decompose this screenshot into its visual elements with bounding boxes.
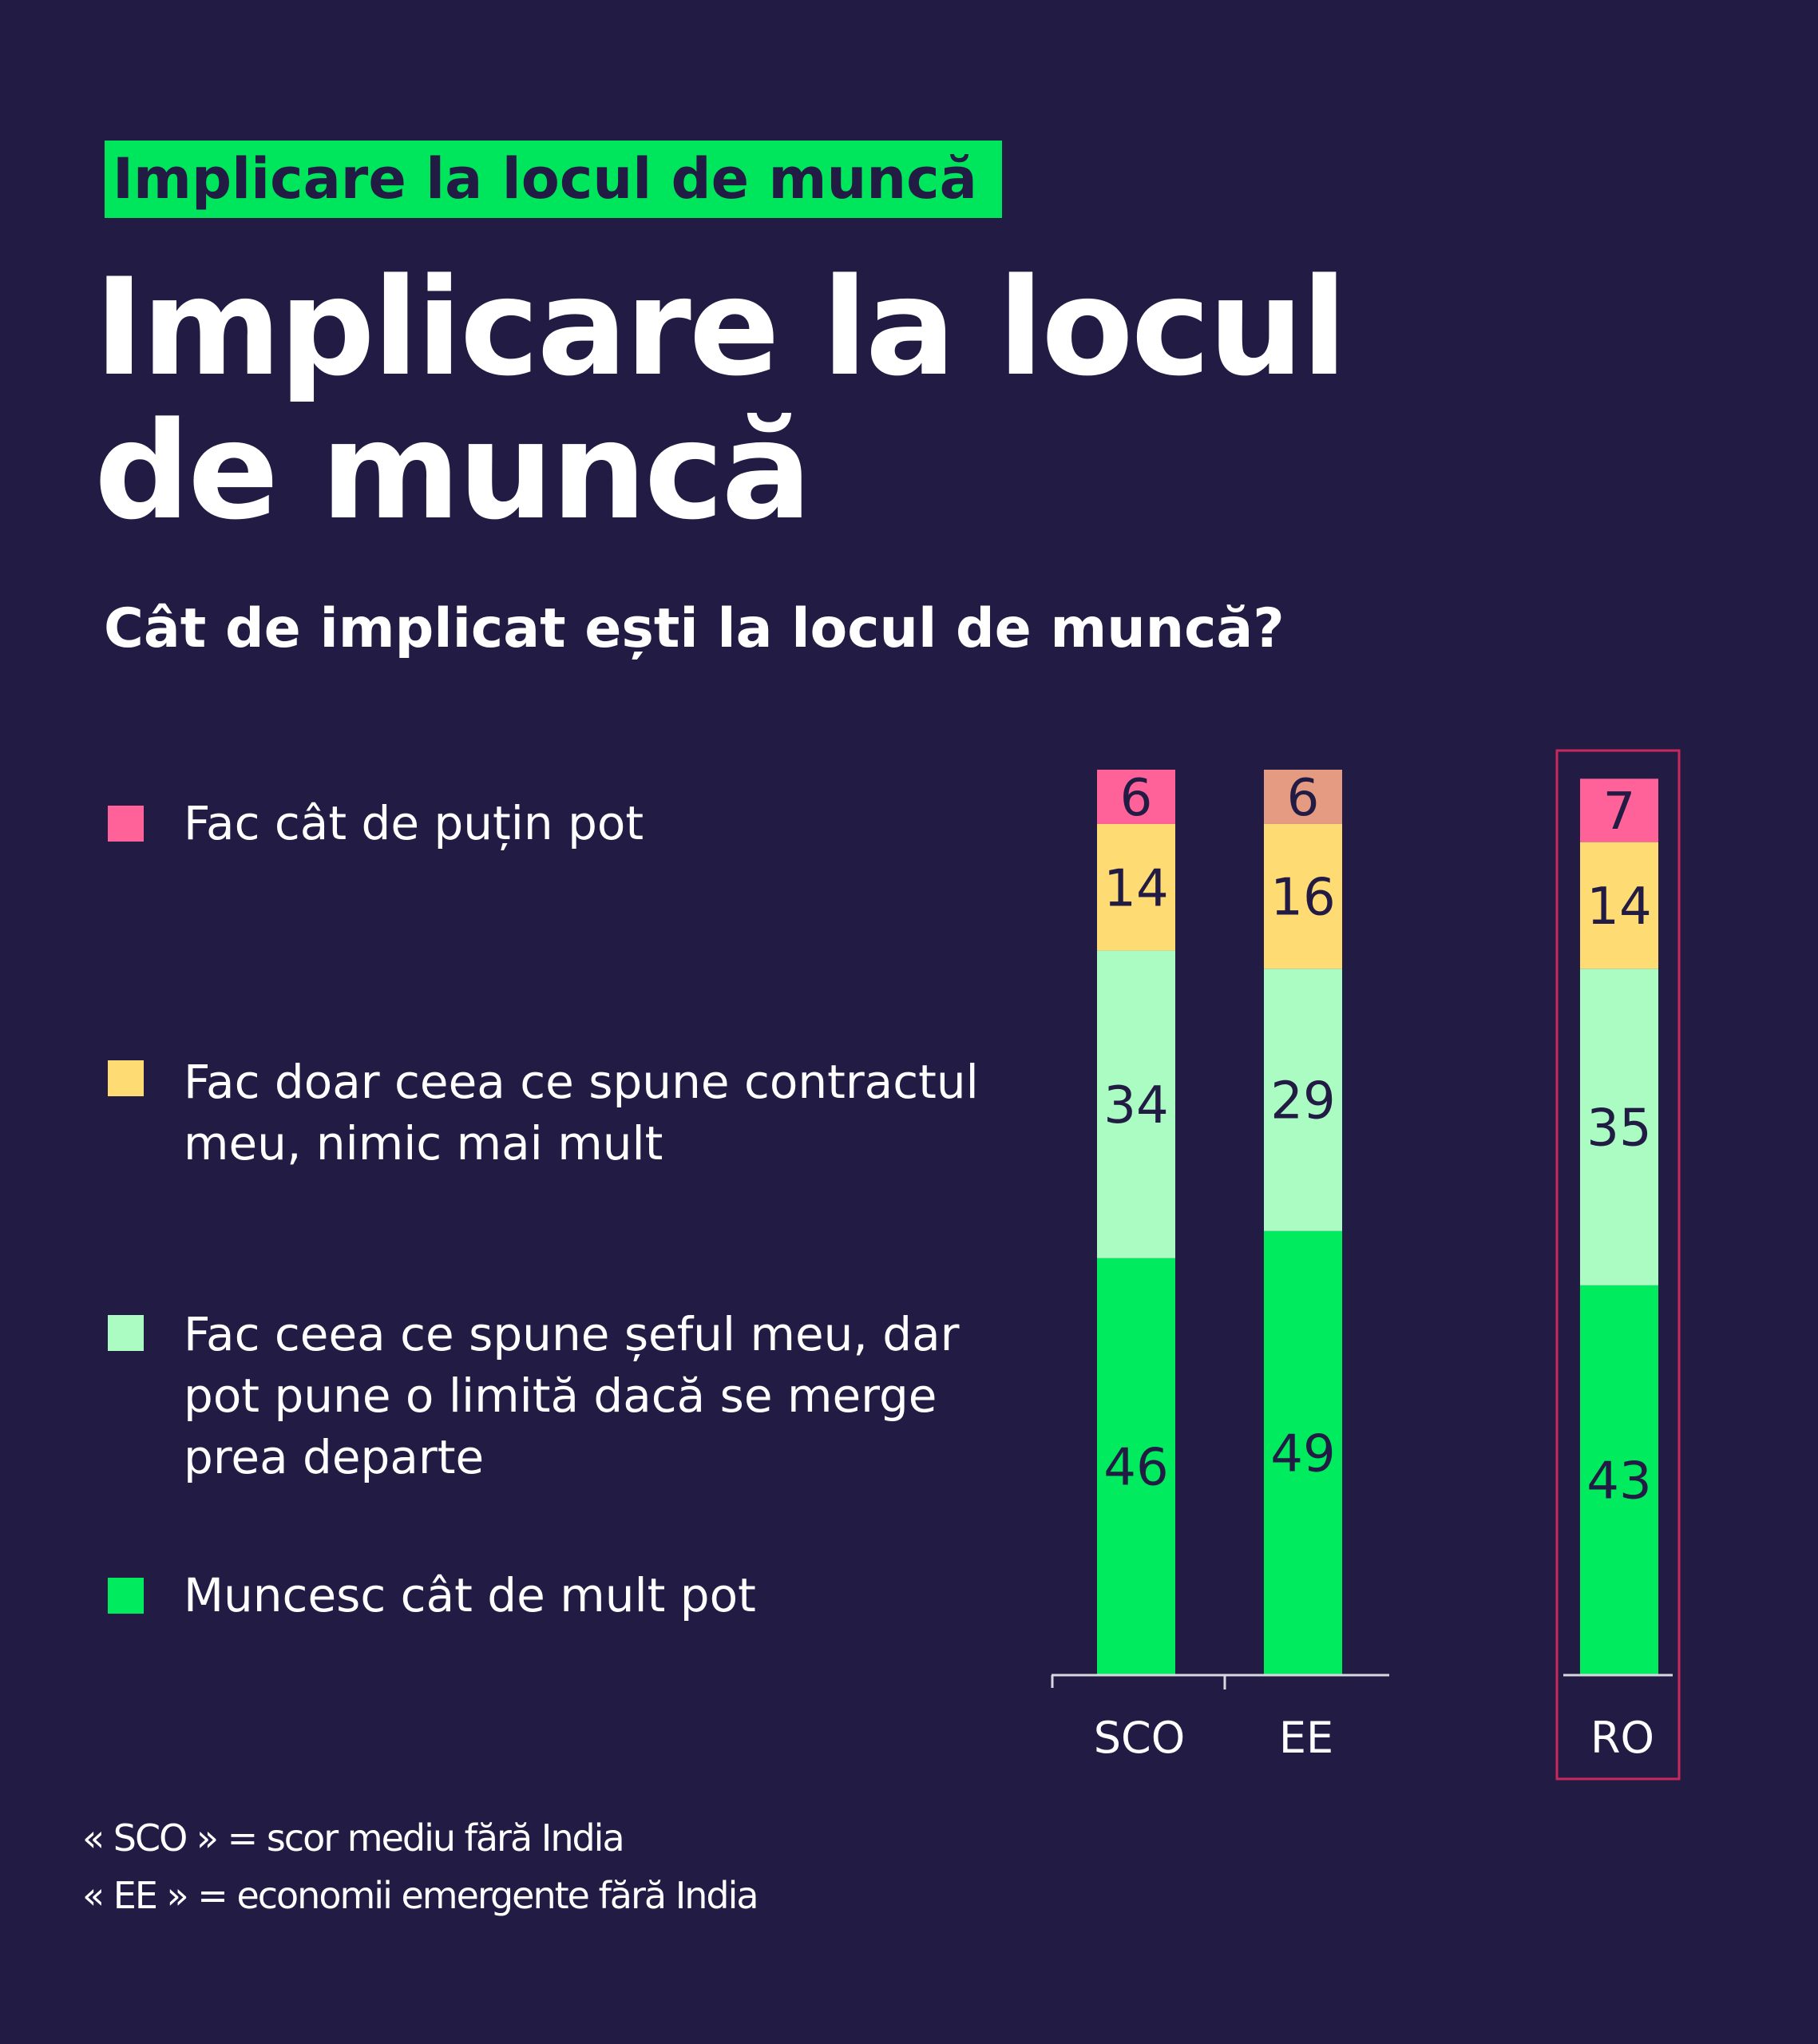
section-tag: Implicare la locul de muncă [105, 141, 1002, 218]
data-label-EE-2: 16 [1270, 869, 1335, 928]
chart-question: Cât de implicat ești la locul de muncă? [104, 597, 1285, 660]
footnote-sco: « SCO » = scor mediu fără India [82, 1816, 625, 1860]
data-label-RO-3: 7 [1603, 782, 1636, 842]
title-line-1: Implicare la locul [94, 249, 1347, 406]
data-label-EE-0: 49 [1270, 1424, 1335, 1483]
legend-swatch-2 [108, 1315, 144, 1351]
bar-segment-EE-3 [1264, 770, 1342, 824]
bar-segment-SCO-2 [1097, 823, 1175, 951]
bar-segment-SCO-3 [1097, 770, 1175, 824]
footnote-ee: « EE » = economii emergente fără India [82, 1874, 759, 1917]
legend-swatch-0 [108, 806, 144, 842]
bar-segment-EE-2 [1264, 823, 1342, 969]
legend-label-1: Fac doar ceea ce spune contractul meu, n… [184, 1055, 979, 1171]
data-label-EE-1: 29 [1270, 1072, 1335, 1131]
bar-segment-EE-1 [1264, 969, 1342, 1231]
bar-segment-RO-1 [1580, 969, 1658, 1285]
bar-segment-EE-0 [1264, 1230, 1342, 1674]
bar-segment-SCO-0 [1097, 1258, 1175, 1674]
data-label-RO-0: 43 [1586, 1452, 1651, 1511]
x-tick-label-SCO: SCO [1094, 1713, 1186, 1763]
title-line-2: de muncă [94, 393, 812, 549]
data-label-SCO-0: 46 [1103, 1438, 1168, 1497]
bar-segment-RO-0 [1580, 1285, 1658, 1674]
x-tick-label-RO: RO [1590, 1713, 1654, 1763]
bar-segment-RO-2 [1580, 842, 1658, 969]
legend-swatch-3 [108, 1578, 144, 1614]
data-label-RO-1: 35 [1586, 1099, 1651, 1159]
legend-label-0: Fac cât de puțin pot [184, 796, 644, 850]
legend-swatch-1 [108, 1060, 144, 1096]
data-label-SCO-1: 34 [1103, 1076, 1168, 1135]
legend-label-2: Fac ceea ce spune șeful meu, dar pot pun… [184, 1307, 960, 1484]
legend-label-3: Muncesc cât de mult pot [184, 1568, 756, 1622]
data-label-SCO-3: 6 [1120, 769, 1153, 828]
data-label-EE-3: 6 [1287, 769, 1320, 828]
bar-segment-SCO-1 [1097, 950, 1175, 1258]
x-tick-label-EE: EE [1279, 1713, 1333, 1763]
data-label-SCO-2: 14 [1103, 859, 1168, 918]
bar-segment-RO-3 [1580, 778, 1658, 842]
data-label-RO-2: 14 [1586, 877, 1651, 937]
highlight-box [1555, 749, 1681, 1781]
page-title: Implicare la locul de muncă [94, 249, 1347, 549]
